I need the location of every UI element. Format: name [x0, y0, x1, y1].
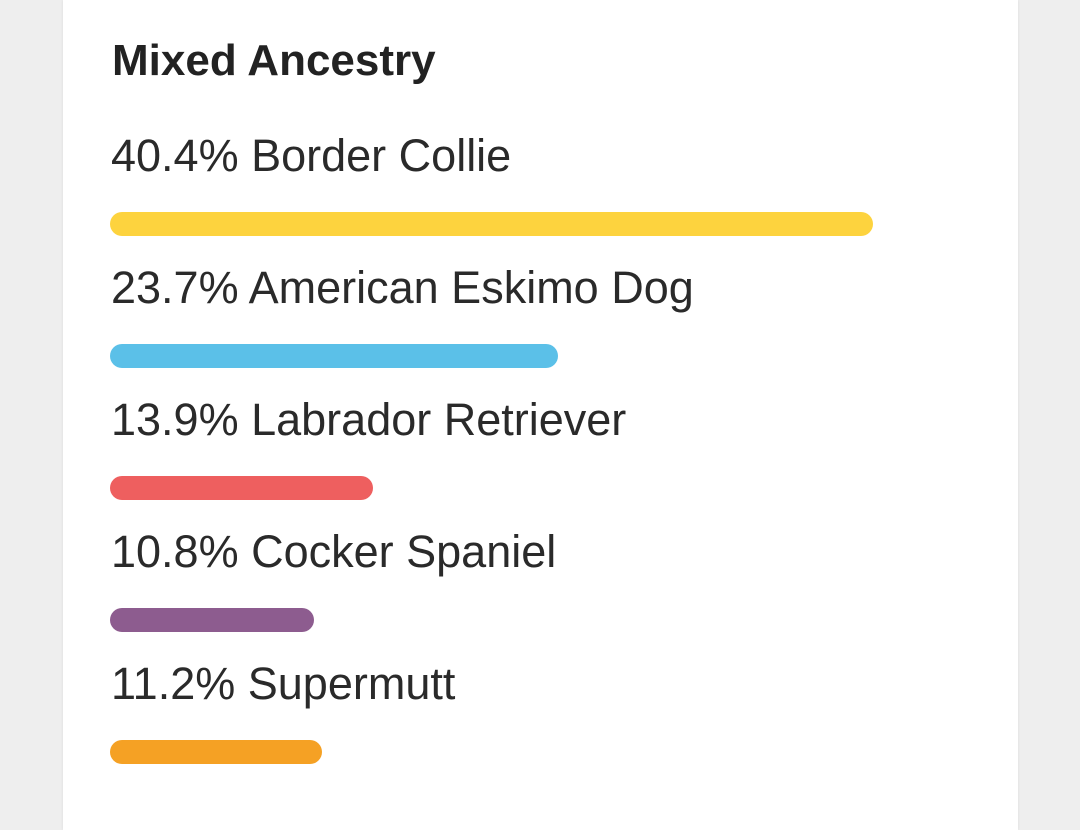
- ancestry-bar: [110, 212, 873, 236]
- ancestry-label: 10.8% Cocker Spaniel: [111, 526, 557, 577]
- ancestry-label: 40.4% Border Collie: [111, 130, 512, 181]
- ancestry-label: 23.7% American Eskimo Dog: [111, 262, 694, 313]
- ancestry-label: 11.2% Supermutt: [111, 658, 456, 709]
- ancestry-label: 13.9% Labrador Retriever: [111, 394, 627, 445]
- ancestry-card: [63, 0, 1018, 830]
- ancestry-bar: [110, 608, 314, 632]
- card-title: Mixed Ancestry: [112, 36, 436, 85]
- ancestry-bar: [110, 344, 558, 368]
- ancestry-bar: [110, 476, 373, 500]
- ancestry-bar: [110, 740, 322, 764]
